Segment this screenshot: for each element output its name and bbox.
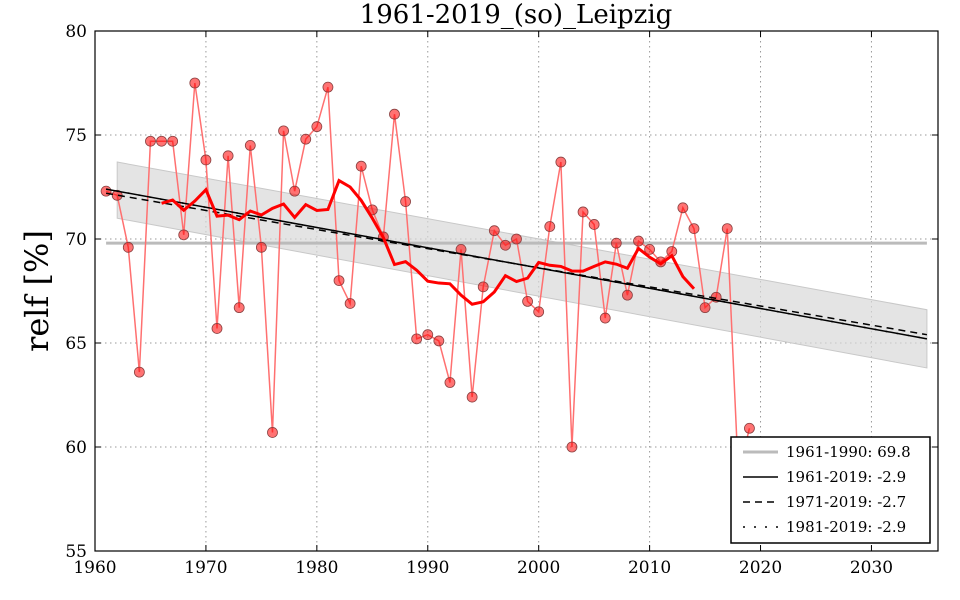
data-point <box>178 229 190 241</box>
data-point <box>311 121 323 133</box>
legend-box <box>730 436 931 544</box>
data-point <box>699 302 711 314</box>
data-point <box>145 135 156 147</box>
ticks: 1960 1970 1980 1990 2000 2010 2020 2030 55 60 65 70… <box>65 22 938 578</box>
data-point <box>488 225 500 237</box>
data-point <box>533 306 545 318</box>
data-point <box>466 391 478 403</box>
y-axis-label: relf [%] <box>18 230 56 352</box>
data-point <box>544 221 556 232</box>
data-point <box>610 237 622 249</box>
data-point <box>433 335 445 347</box>
data-point <box>599 312 611 324</box>
data-point <box>222 150 234 162</box>
data-point <box>744 422 755 434</box>
data-point <box>233 302 245 314</box>
x-tick-label: 1970 <box>184 558 227 578</box>
data-point <box>355 160 367 172</box>
plot-frame <box>94 30 939 552</box>
trend-line-solid <box>105 188 928 340</box>
x-tick-label: 2000 <box>517 558 560 578</box>
data-point <box>633 235 644 247</box>
data-point <box>500 239 511 251</box>
data-point <box>300 133 312 145</box>
data-point <box>688 223 700 235</box>
smoothed-line-group <box>161 178 696 306</box>
series-group <box>100 77 755 480</box>
data-point <box>644 243 656 255</box>
data-point <box>255 241 267 253</box>
smoothed-running-mean-line <box>161 178 696 306</box>
legend-mean-label: 1961-1990: 69.8 <box>786 443 911 461</box>
x-tick-label: 2010 <box>628 558 671 578</box>
x-tick-label: 2030 <box>850 558 893 578</box>
data-point <box>555 156 567 168</box>
x-tick-label: 2020 <box>739 558 782 578</box>
y-tick-label: 65 <box>65 334 87 354</box>
data-point <box>156 135 167 147</box>
legend-trend-1961-label: 1961-2019: -2.9 <box>786 468 906 486</box>
data-point <box>189 77 201 89</box>
y-tick-label: 70 <box>65 230 87 250</box>
data-point <box>477 281 489 293</box>
x-tick-label: 1990 <box>406 558 449 578</box>
data-point <box>167 135 179 147</box>
legend: 1961-1990: 69.8 1961-2019: -2.9 1971-201… <box>730 436 931 544</box>
data-point <box>422 329 434 341</box>
y-tick-label: 60 <box>65 438 87 458</box>
data-point <box>100 185 112 197</box>
data-point <box>622 289 633 301</box>
data-point <box>278 125 289 137</box>
data-point <box>244 139 256 151</box>
legend-trend-1981-label: 1981-2019: -2.9 <box>786 518 906 536</box>
data-point <box>411 333 423 345</box>
data-point <box>522 295 533 307</box>
data-point <box>577 206 589 218</box>
data-point <box>322 81 334 93</box>
chart-title: 1961-2019_(so)_Leipzig <box>360 0 673 30</box>
data-point <box>333 275 345 287</box>
data-point <box>444 377 456 388</box>
y-tick-label: 80 <box>65 22 87 42</box>
data-point <box>588 219 600 230</box>
data-point <box>400 196 411 207</box>
data-point <box>289 185 301 197</box>
x-tick-label: 1980 <box>295 558 338 578</box>
y-tick-label: 55 <box>65 542 87 562</box>
data-point <box>200 154 212 166</box>
trend-lines-group <box>105 188 928 340</box>
data-point <box>267 427 278 438</box>
y-tick-label: 75 <box>65 126 87 146</box>
data-point <box>511 233 522 245</box>
legend-trend-1971-label: 1971-2019: -2.7 <box>786 493 906 511</box>
data-point <box>211 323 223 334</box>
data-point <box>344 298 356 309</box>
data-point <box>677 202 689 214</box>
data-point <box>122 241 134 253</box>
data-point <box>389 108 400 120</box>
data-point <box>721 223 733 235</box>
data-point <box>133 366 145 378</box>
data-point <box>566 441 578 453</box>
x-tick-label: 1960 <box>73 558 116 578</box>
